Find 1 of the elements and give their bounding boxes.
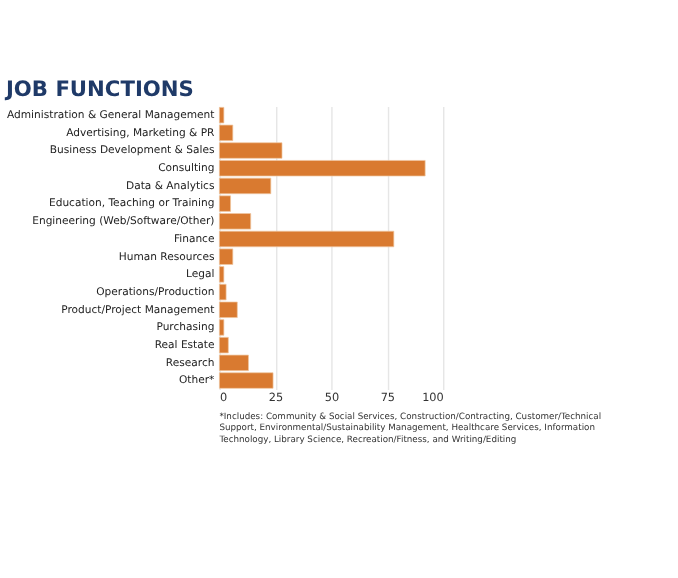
chart-title: JOB FUNCTIONS	[3, 76, 194, 103]
